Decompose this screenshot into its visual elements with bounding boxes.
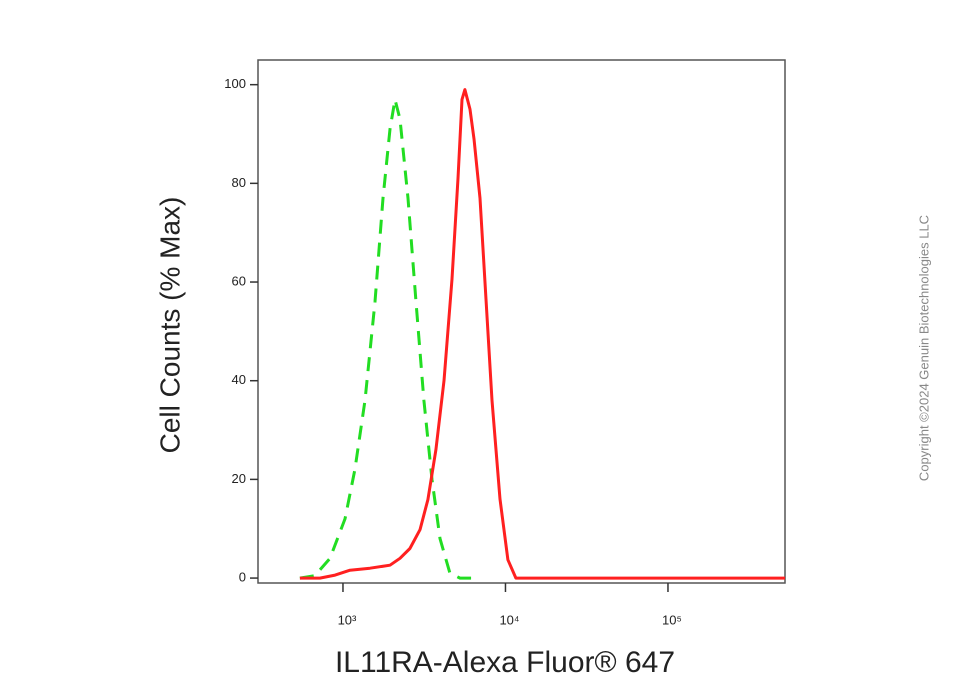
plot-frame [257,59,786,584]
copyright: Copyright ©2024 Genuin Biotechnologies L… [916,215,931,481]
y-tick-label: 80 [232,175,246,190]
y-tick-label: 20 [232,471,246,486]
histogram-line [299,88,785,580]
histogram-line [299,98,480,580]
y-tick-label: 100 [224,76,246,91]
x-tick-label: 10⁴ [499,612,519,627]
y-axis-title: Cell Counts (% Max) [154,197,185,454]
y-tick-label: 60 [232,273,246,288]
x-tick-label: 10⁵ [662,612,682,627]
x-axis-title: IL11RA-Alexa Fluor® 647 [335,646,675,679]
y-tick-label: 40 [232,372,246,387]
x-tick-label: 10³ [338,612,357,627]
y-tick-label: 0 [239,570,246,585]
